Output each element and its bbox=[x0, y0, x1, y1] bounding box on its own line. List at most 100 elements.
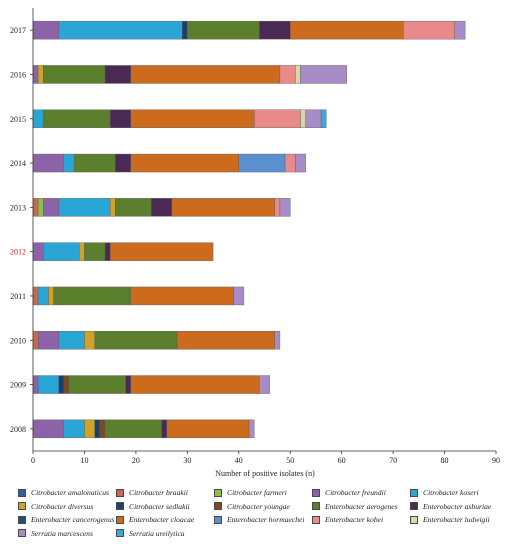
legend-item: Enterobacter asburiae bbox=[410, 500, 491, 513]
legend-swatch bbox=[18, 529, 26, 537]
bar-segment-2013-3 bbox=[43, 198, 59, 217]
bar-segment-2015-11 bbox=[130, 109, 255, 128]
bar-segment-2016-9 bbox=[104, 65, 131, 84]
bar-segment-2015-14 bbox=[300, 109, 306, 128]
bar-segment-2017-13 bbox=[403, 20, 456, 40]
bar-segment-2012-8 bbox=[84, 242, 106, 261]
bar-segment-2016-8 bbox=[43, 65, 106, 84]
legend-swatch bbox=[312, 515, 320, 524]
legend-label: Serratia ureilytica bbox=[129, 528, 185, 538]
bar-segment-2012-11 bbox=[109, 242, 214, 261]
legend-label: Enterobacter hormaechei bbox=[227, 515, 305, 524]
bar-segment-2013-13 bbox=[274, 198, 281, 217]
y-tick-label: 2009 bbox=[10, 381, 26, 390]
bar-segment-2017-6 bbox=[181, 20, 188, 40]
bar-segment-2015-15 bbox=[305, 109, 322, 128]
bar-segment-2015-4 bbox=[32, 109, 44, 128]
legend-swatch bbox=[116, 502, 124, 510]
legend-item: Enterobacter hormaechei bbox=[214, 513, 305, 526]
bar-segment-2010-4 bbox=[58, 331, 85, 350]
bar-segment-2014-8 bbox=[73, 153, 116, 173]
bar-segment-2008-9 bbox=[161, 419, 167, 439]
legend-label: Enterobacter aerogenes bbox=[325, 501, 398, 511]
bar-segment-2012-4 bbox=[43, 242, 80, 261]
bar-segment-2013-4 bbox=[58, 198, 111, 217]
legend-swatch bbox=[214, 488, 222, 497]
bar-segment-2014-11 bbox=[130, 153, 239, 173]
axes-layer: 2017201620152014201320122011201020092008… bbox=[10, 8, 500, 465]
bar-segment-2010-8 bbox=[94, 331, 178, 350]
legend-item: Serratia ureilytica bbox=[116, 527, 185, 540]
legend-swatch bbox=[116, 529, 124, 537]
legend-label: Enterobacter ludwigii bbox=[423, 515, 490, 524]
legend-swatch bbox=[116, 488, 124, 497]
legend-swatch bbox=[410, 488, 418, 497]
bar-segment-2017-15 bbox=[454, 20, 466, 40]
bar-segment-2008-7 bbox=[99, 419, 106, 439]
bar-segment-2008-6 bbox=[94, 419, 101, 439]
bar-segment-2009-15 bbox=[259, 375, 270, 394]
x-tick-label: 70 bbox=[389, 456, 397, 465]
y-tick-label: 2017 bbox=[10, 26, 26, 35]
bar-segment-2017-9 bbox=[259, 20, 291, 40]
bar-segment-2013-11 bbox=[171, 198, 275, 217]
bar-segment-2010-3 bbox=[37, 331, 59, 350]
bar-segment-2013-5 bbox=[109, 198, 116, 217]
legend-item: Serratia marcescens bbox=[18, 527, 93, 540]
bar-segment-2013-2 bbox=[37, 198, 44, 217]
legend-label: Citrobacter diversus bbox=[31, 501, 94, 511]
y-tick-label: 2012 bbox=[10, 248, 26, 257]
legend-item: Citrobacter youngae bbox=[214, 500, 290, 513]
bar-segment-2016-15 bbox=[300, 65, 348, 84]
legend-swatch bbox=[410, 515, 418, 524]
bar-segment-2017-8 bbox=[187, 20, 260, 40]
bar-segment-2010-15 bbox=[274, 331, 281, 350]
legend-swatch bbox=[18, 488, 26, 497]
legend-swatch bbox=[410, 502, 418, 510]
bar-segment-2009-11 bbox=[130, 375, 260, 394]
legend-item: Citrobacter braakii bbox=[116, 486, 188, 499]
bar-segment-2016-5 bbox=[37, 65, 44, 84]
bar-segment-2016-11 bbox=[130, 65, 281, 84]
legend-label: Citrobacter youngae bbox=[227, 501, 290, 511]
bar-segment-2011-8 bbox=[53, 286, 131, 306]
legend-item: Citrobacter freundii bbox=[312, 486, 386, 499]
bar-segment-2009-4 bbox=[37, 375, 59, 394]
legend-swatch bbox=[312, 488, 320, 497]
bar-segment-2008-5 bbox=[84, 419, 95, 439]
legend-label: Enterobacter cancerogenus bbox=[31, 515, 115, 524]
x-tick-label: 80 bbox=[441, 456, 449, 465]
legend-label: Citrobacter amalonaticus bbox=[31, 488, 109, 497]
x-tick-label: 20 bbox=[132, 456, 140, 465]
bar-segment-2008-11 bbox=[166, 419, 250, 439]
bar-segment-2011-1 bbox=[32, 286, 39, 306]
bar-segment-2016-13 bbox=[279, 65, 296, 84]
bar-segment-2014-9 bbox=[115, 153, 131, 173]
legend-swatch bbox=[214, 502, 222, 510]
legend-label: Serratia marcescens bbox=[31, 528, 93, 538]
bar-segment-2012-3 bbox=[32, 242, 44, 261]
bar-segment-2014-15 bbox=[295, 153, 306, 173]
legend-swatch bbox=[214, 515, 222, 524]
bar-segment-2013-15 bbox=[279, 198, 291, 217]
bars-layer bbox=[32, 20, 466, 439]
bar-segment-2016-3 bbox=[32, 65, 39, 84]
bar-segment-2012-5 bbox=[79, 242, 85, 261]
legend-swatch bbox=[18, 515, 26, 524]
y-tick-label: 2016 bbox=[10, 70, 26, 79]
bar-segment-2012-9 bbox=[104, 242, 111, 261]
y-tick-label: 2010 bbox=[10, 336, 26, 345]
x-axis-label: Number of positive isolates (n) bbox=[215, 469, 315, 478]
legend-label: Citrobacter sedlakii bbox=[129, 501, 190, 511]
bar-segment-2011-4 bbox=[37, 286, 49, 306]
y-tick-label: 2014 bbox=[10, 159, 26, 168]
bar-segment-2009-7 bbox=[63, 375, 70, 394]
bar-segment-2017-11 bbox=[290, 20, 404, 40]
legend-label: Citrobacter koseri bbox=[423, 488, 479, 497]
legend-item: Enterobacter aerogenes bbox=[312, 500, 398, 513]
bar-segment-2017-4 bbox=[58, 20, 183, 40]
legend-label: Enterobacter asburiae bbox=[423, 501, 492, 511]
bar-segment-2010-11 bbox=[176, 331, 275, 350]
bar-segment-2008-15 bbox=[248, 419, 255, 439]
legend-item: Citrobacter sedlakii bbox=[116, 500, 190, 513]
